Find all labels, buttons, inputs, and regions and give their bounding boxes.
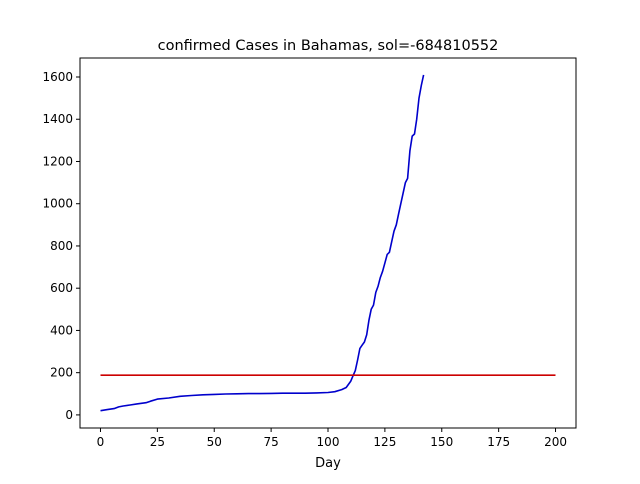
y-tick-label: 1000 [42,197,73,211]
x-tick-label: 25 [150,435,165,449]
y-tick-label: 0 [65,408,73,422]
plot-area-frame [79,57,577,429]
x-tick-label: 200 [544,435,567,449]
y-tick-label: 1400 [42,112,73,126]
x-tick-label: 125 [373,435,396,449]
x-tick-label: 50 [207,435,222,449]
x-tick-label: 100 [317,435,340,449]
y-tick-label: 600 [50,281,73,295]
x-tick-label: 150 [430,435,453,449]
x-tick-label: 0 [97,435,105,449]
x-axis-label: Day [315,456,341,471]
y-tick-label: 1600 [42,70,73,84]
y-tick-label: 800 [50,239,73,253]
chart-title: confirmed Cases in Bahamas, sol=-6848105… [158,38,499,54]
tick-layer: 0 25 50 75 100 125 150 175 200 0 200 400 600 800 1000 1… [42,70,567,449]
series-layer [100,74,556,412]
x-tick-label: 75 [263,435,278,449]
x-tick-label: 175 [487,435,510,449]
y-tick-label: 400 [50,323,73,337]
y-tick-label: 1200 [42,154,73,168]
series-line-1 [100,74,425,412]
y-tick-label: 200 [50,366,73,380]
